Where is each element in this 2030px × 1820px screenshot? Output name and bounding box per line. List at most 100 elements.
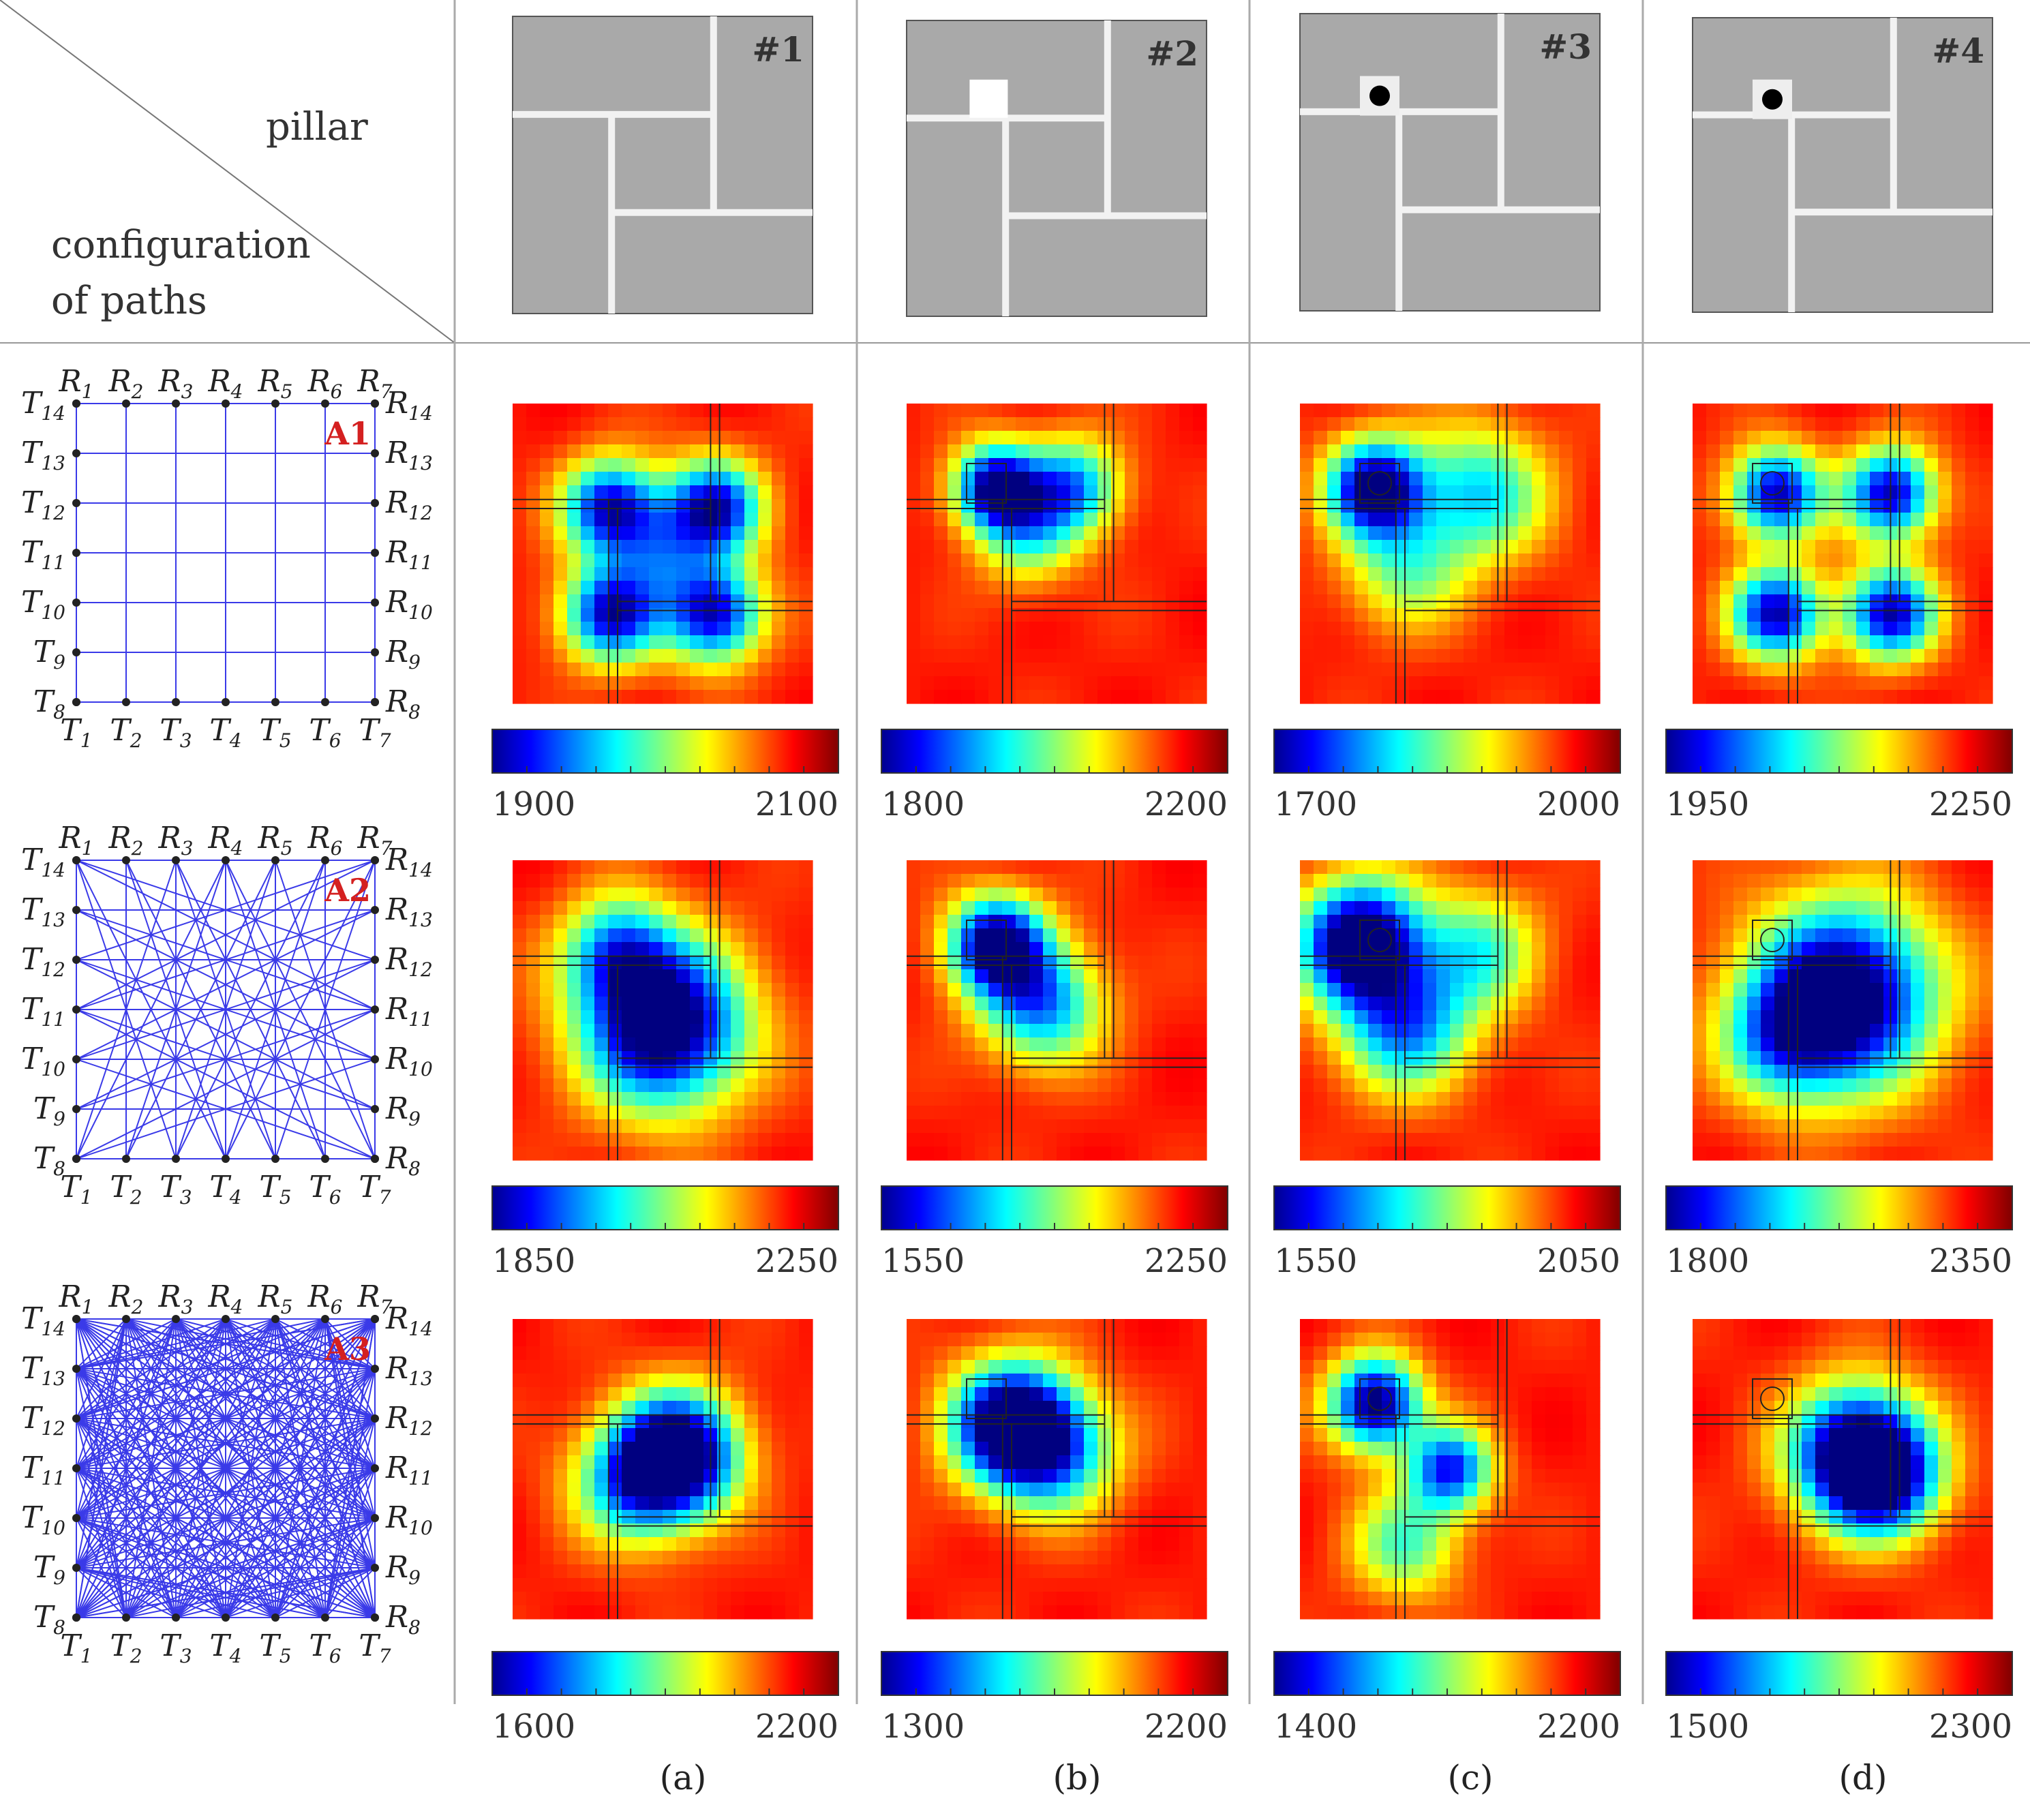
velocity-cell (1327, 594, 1342, 609)
velocity-cell (1720, 567, 1734, 581)
velocity-cell (1166, 983, 1180, 997)
velocity-cell (1029, 513, 1044, 527)
velocity-cell (513, 956, 527, 970)
velocity-cell (1843, 969, 1857, 984)
ray-path (225, 1318, 376, 1618)
velocity-cell (744, 1387, 759, 1401)
velocity-cell (1354, 553, 1369, 568)
transducer-dot-icon (72, 1005, 80, 1014)
velocity-cell (526, 1401, 541, 1415)
velocity-cell (594, 1455, 609, 1470)
tomogram-maps (513, 404, 1993, 1620)
velocity-cell (1070, 956, 1085, 970)
velocity-cell (1733, 1147, 1748, 1161)
velocity-cell (1450, 485, 1464, 500)
velocity-cell (1043, 485, 1057, 500)
velocity-cell (1002, 942, 1016, 956)
velocity-cell (703, 1078, 718, 1093)
velocity-cell (608, 513, 622, 527)
velocity-cell (1070, 458, 1085, 472)
velocity-cell (772, 888, 786, 902)
velocity-cell (1938, 1147, 1952, 1161)
velocity-cell (1395, 513, 1410, 527)
velocity-cell (1586, 553, 1601, 568)
velocity-cell (731, 690, 745, 704)
velocity-cell (513, 997, 527, 1011)
velocity-cell (920, 1106, 935, 1120)
velocity-cell (920, 1037, 935, 1052)
velocity-cell (663, 635, 677, 650)
velocity-cell (649, 1374, 663, 1388)
velocity-cell (1815, 1065, 1830, 1079)
velocity-cell (1327, 649, 1342, 663)
velocity-cell (1504, 956, 1519, 970)
velocity-cell (663, 690, 677, 704)
velocity-cell (772, 1455, 786, 1470)
velocity-cell (1559, 663, 1573, 677)
velocity-cell (1965, 608, 1980, 622)
velocity-cell (1829, 485, 1843, 500)
velocity-cell (1423, 663, 1437, 677)
velocity-cell (1070, 608, 1085, 622)
velocity-cell (1300, 983, 1314, 997)
velocity-cell (1166, 540, 1180, 554)
velocity-cell (1423, 540, 1437, 554)
velocity-cell (513, 915, 527, 929)
velocity-cell (1924, 581, 1939, 595)
receiver-label: R9 (385, 1091, 421, 1130)
velocity-cell (1559, 485, 1573, 500)
velocity-cell (1979, 1024, 1993, 1038)
velocity-cell (554, 1414, 568, 1429)
velocity-cell (554, 1605, 568, 1620)
velocity-cell (1016, 928, 1030, 943)
velocity-cell (934, 472, 948, 486)
velocity-cell (581, 942, 595, 956)
velocity-cell (907, 594, 921, 609)
velocity-cell (1125, 997, 1139, 1011)
transducer-dot-icon (371, 1365, 379, 1373)
velocity-cell (1856, 997, 1870, 1011)
velocity-cell (676, 1592, 691, 1606)
velocity-cell (1897, 860, 1911, 875)
velocity-cell (758, 1333, 772, 1347)
velocity-cell (1436, 928, 1451, 943)
velocity-cell (758, 676, 772, 691)
velocity-cell (540, 983, 554, 997)
velocity-cell (526, 969, 541, 984)
velocity-cell (1125, 676, 1139, 691)
velocity-cell (1573, 928, 1587, 943)
velocity-cell (1314, 594, 1328, 609)
velocity-cell (907, 888, 921, 902)
velocity-cell (1504, 874, 1519, 888)
velocity-cell (1111, 608, 1125, 622)
velocity-cell (799, 874, 813, 888)
velocity-cell (1733, 1119, 1748, 1134)
velocity-cell (1586, 444, 1601, 459)
velocity-cell (1952, 1106, 1966, 1120)
velocity-cell (581, 888, 595, 902)
velocity-cell (540, 540, 554, 554)
receiver-label: R14 (385, 843, 433, 881)
velocity-cell (1693, 404, 1707, 418)
velocity-cell (1545, 649, 1560, 663)
velocity-cell (608, 526, 622, 541)
velocity-cell (594, 1374, 609, 1388)
velocity-cell (1043, 567, 1057, 581)
transmitter-label: T2 (110, 713, 142, 752)
velocity-cell (1924, 567, 1939, 581)
velocity-cell (703, 622, 718, 636)
velocity-cell (540, 1051, 554, 1065)
transmitter-label: T7 (359, 1628, 391, 1667)
velocity-cell (772, 1133, 786, 1147)
velocity-cell (1518, 513, 1532, 527)
velocity-cell (961, 404, 975, 418)
velocity-cell (1573, 860, 1587, 875)
velocity-cell (1965, 567, 1980, 581)
velocity-cell (961, 649, 975, 663)
velocity-cell (554, 458, 568, 472)
velocity-cell (1518, 526, 1532, 541)
velocity-cell (1084, 676, 1098, 691)
velocity-cell (608, 1092, 622, 1106)
velocity-cell (731, 1037, 745, 1052)
velocity-cell (731, 928, 745, 943)
